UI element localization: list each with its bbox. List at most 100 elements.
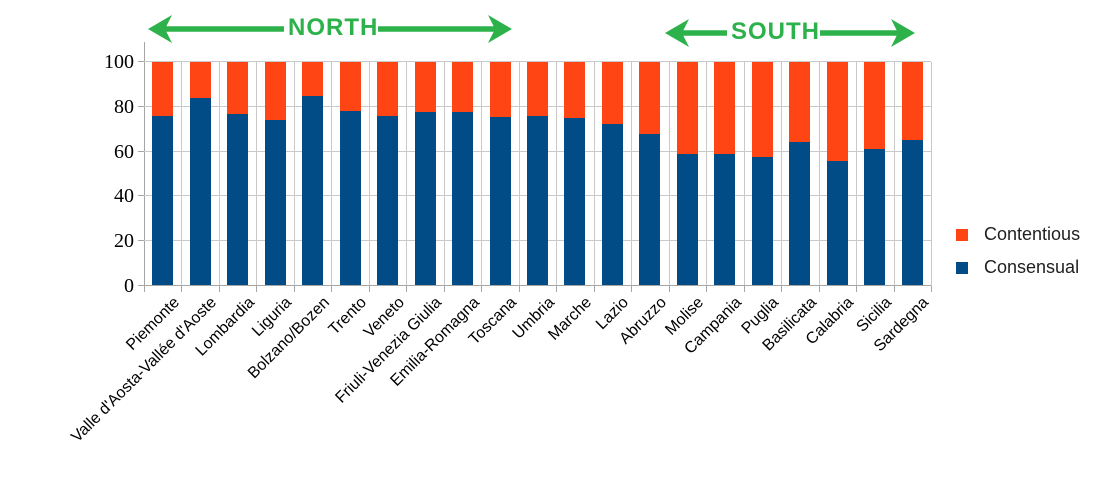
bar-bolzano-bozen: [294, 62, 331, 286]
south-group-label: SOUTH: [731, 18, 820, 45]
segment-consensual: [526, 115, 548, 286]
x-tick: [706, 286, 708, 292]
gridline-v: [293, 62, 295, 286]
legend: Contentious Consensual: [956, 224, 1080, 290]
segment-consensual: [189, 97, 211, 286]
gridline-v: [181, 62, 183, 286]
segment-consensual: [789, 141, 811, 286]
segment-contentious: [826, 62, 848, 161]
bar-puglia: [744, 62, 781, 286]
segment-consensual: [901, 140, 923, 286]
y-tick: [138, 61, 144, 62]
legend-label-contentious: Contentious: [984, 224, 1081, 244]
segment-consensual: [864, 149, 886, 286]
segment-consensual: [414, 112, 436, 286]
bar-liguria: [256, 62, 293, 286]
segment-contentious: [489, 62, 511, 117]
gridline-h: [144, 61, 931, 62]
gridline-v: [743, 62, 745, 286]
x-tick: [331, 286, 333, 292]
north-arrow-right: [378, 15, 512, 43]
x-tick: [668, 286, 670, 292]
y-tick: [138, 285, 144, 286]
bar-molise: [669, 62, 706, 286]
segment-contentious: [601, 62, 623, 124]
gridline-v: [481, 62, 483, 286]
bar-marche: [556, 62, 593, 286]
segment-contentious: [526, 62, 548, 116]
x-tick: [931, 286, 932, 292]
segment-contentious: [714, 62, 736, 154]
x-tick: [893, 286, 895, 292]
x-tick: [743, 286, 745, 292]
gridline-v: [593, 62, 595, 286]
segment-contentious: [751, 62, 773, 158]
bar-trento: [331, 62, 368, 286]
bar-lazio: [594, 62, 631, 286]
consensual-swatch-icon: [956, 261, 968, 274]
x-tick: [781, 286, 783, 292]
contentious-swatch-icon: [956, 228, 968, 241]
x-tick: [518, 286, 520, 292]
bar-abruzzo: [631, 62, 668, 286]
segment-consensual: [489, 116, 511, 286]
segment-contentious: [864, 62, 886, 150]
gridline-v: [218, 62, 220, 286]
y-tick: [138, 150, 144, 152]
bar-veneto: [369, 62, 406, 286]
gridline-v: [781, 62, 783, 286]
segment-consensual: [714, 153, 736, 286]
x-tick: [443, 286, 445, 292]
segment-contentious: [414, 62, 436, 113]
bar-emilia-romagna: [444, 62, 481, 286]
x-tick: [368, 286, 370, 292]
x-tick: [481, 286, 483, 292]
segment-consensual: [639, 133, 661, 286]
gridline-v: [256, 62, 258, 286]
gridline-v: [818, 62, 820, 286]
legend-item-contentious: Contentious: [956, 224, 1080, 245]
segment-contentious: [639, 62, 661, 134]
segment-consensual: [377, 115, 399, 286]
y-tick: [138, 105, 144, 107]
x-tick: [293, 286, 295, 292]
legend-label-consensual: Consensual: [984, 257, 1080, 277]
gridline-v: [556, 62, 558, 286]
bar-valle-d-aosta-vall-e-d-aoste: [181, 62, 218, 286]
segment-consensual: [826, 160, 848, 286]
y-tick-label: 100: [104, 51, 134, 73]
gridline-v: [668, 62, 670, 286]
x-tick: [144, 286, 145, 292]
bar-calabria: [819, 62, 856, 286]
segment-contentious: [789, 62, 811, 142]
gridline-v: [518, 62, 520, 286]
south-arrow-left: [665, 19, 727, 47]
segment-consensual: [676, 153, 698, 286]
x-axis-line: [144, 285, 931, 286]
y-tick-label: 40: [114, 185, 134, 208]
gridline-v: [443, 62, 445, 286]
bar-campania: [706, 62, 743, 286]
segment-consensual: [264, 120, 286, 286]
x-tick: [631, 286, 633, 292]
y-tick-label: 20: [114, 230, 134, 253]
bar-basilicata: [781, 62, 818, 286]
x-tick: [406, 286, 408, 292]
bar-sicilia: [856, 62, 893, 286]
plot-area: 0 20 40 60 80 100 Piemonte Valle d'Aosta-Vallée…: [68, 42, 932, 446]
y-tick-label: 60: [114, 140, 134, 163]
y-axis-line: [144, 42, 145, 286]
segment-consensual: [339, 111, 361, 286]
gridline-v: [631, 62, 633, 286]
gridline-v: [856, 62, 858, 286]
gridline-v: [331, 62, 333, 286]
north-group-label: NORTH: [288, 14, 379, 41]
x-tick: [593, 286, 595, 292]
x-tick: [256, 286, 258, 292]
y-tick: [138, 195, 144, 197]
segment-contentious: [564, 62, 586, 118]
segment-contentious: [227, 62, 249, 114]
bar-piemonte: [144, 62, 181, 286]
bar-sardegna: [894, 62, 931, 286]
